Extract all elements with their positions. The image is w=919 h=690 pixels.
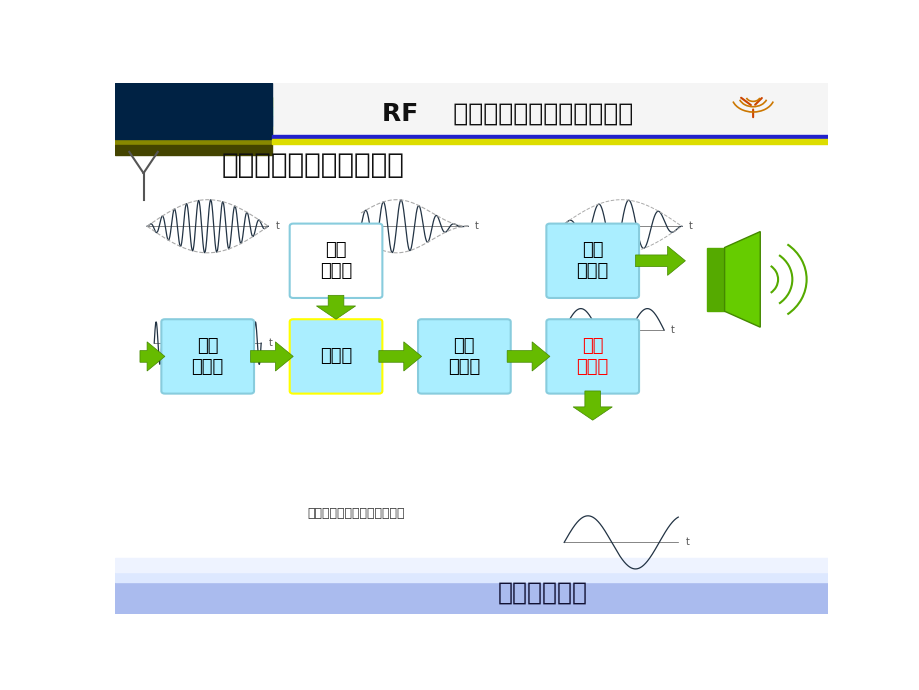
Bar [272, 135, 827, 139]
Text: 高频
放大器: 高频 放大器 [191, 337, 223, 376]
Bar [115, 97, 272, 107]
Bar [115, 117, 272, 126]
Text: 本机
振荡器: 本机 振荡器 [320, 241, 352, 280]
Polygon shape [250, 342, 293, 371]
FancyBboxPatch shape [289, 319, 382, 393]
Bar [115, 135, 272, 145]
Bar [115, 107, 272, 117]
Text: t: t [275, 221, 279, 231]
Bar [706, 248, 724, 311]
Bar [272, 139, 827, 144]
Text: 混频器: 混频器 [320, 348, 352, 366]
FancyBboxPatch shape [417, 319, 510, 393]
Text: t: t [688, 221, 692, 231]
Polygon shape [506, 342, 550, 371]
Bar [115, 558, 827, 571]
Polygon shape [573, 391, 612, 420]
FancyBboxPatch shape [161, 319, 254, 393]
Bar [115, 145, 272, 155]
Text: 低频
放大器: 低频 放大器 [576, 241, 608, 280]
Bar [115, 561, 827, 582]
Text: 振幅
检波器: 振幅 检波器 [576, 337, 608, 376]
Bar [115, 83, 827, 141]
Polygon shape [635, 246, 685, 275]
Text: 无线电接收机的组成框图: 无线电接收机的组成框图 [221, 151, 404, 179]
Polygon shape [140, 342, 165, 371]
Polygon shape [379, 342, 421, 371]
FancyBboxPatch shape [546, 224, 639, 298]
Text: t: t [685, 538, 688, 547]
Text: 电子信息学院: 电子信息学院 [497, 581, 587, 605]
Text: t: t [671, 325, 675, 335]
Text: 超外差式无线电接收机的框图: 超外差式无线电接收机的框图 [307, 506, 404, 520]
Bar [115, 83, 272, 139]
Text: RF    无线电通信电路测试与设计: RF 无线电通信电路测试与设计 [381, 101, 632, 126]
Text: t: t [474, 221, 479, 231]
FancyBboxPatch shape [289, 224, 382, 298]
Bar [115, 561, 827, 614]
Polygon shape [316, 295, 356, 319]
Text: 中频
放大器: 中频 放大器 [448, 337, 480, 376]
Bar [115, 126, 272, 135]
FancyBboxPatch shape [546, 319, 639, 393]
Polygon shape [724, 232, 759, 327]
Text: t: t [268, 338, 272, 348]
